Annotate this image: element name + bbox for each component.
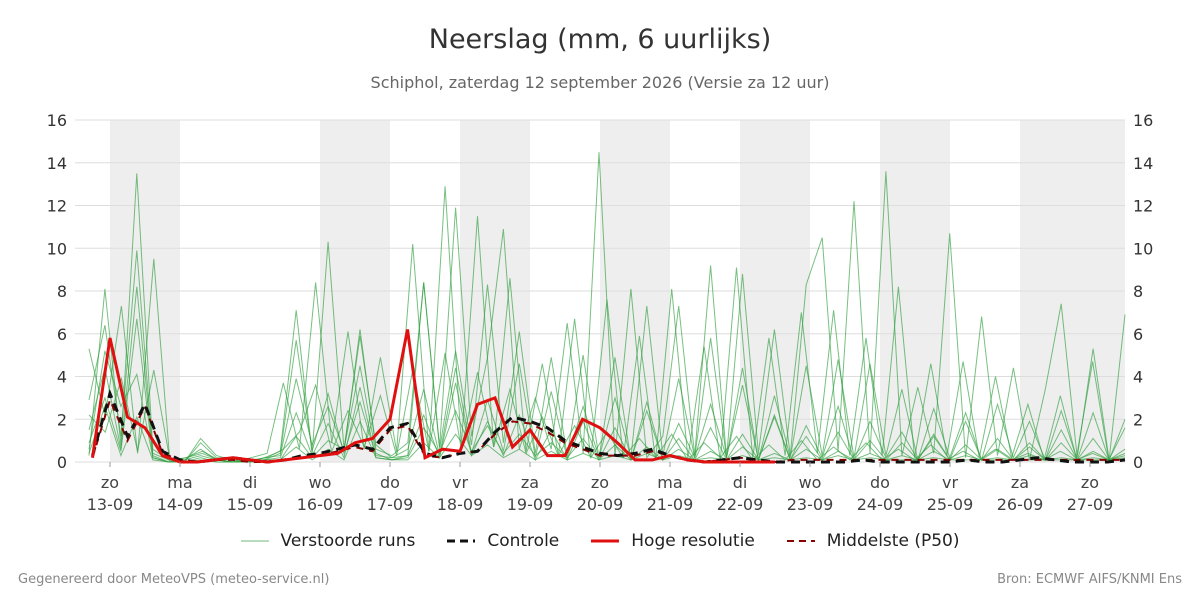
xtick-day-20-09: zo [591,473,609,492]
legend-item-ensemble[interactable]: Verstoorde runs [240,531,416,551]
xtick-date-27-09: 27-09 [1067,495,1114,514]
xtick-day-26-09: za [1011,473,1029,492]
ytick-left-14: 14 [47,154,67,173]
ensemble-line-4 [88,186,1126,463]
xtick-day-22-09: di [733,473,748,492]
ytick-right-12: 12 [1133,197,1153,216]
ytick-left-10: 10 [47,239,67,258]
ytick-right-16: 16 [1133,111,1153,130]
xtick-date-20-09: 20-09 [577,495,624,514]
xtick-day-14-09: ma [167,473,192,492]
xtick-day-13-09: zo [101,473,119,492]
axes: 0 0 2 2 4 4 6 6 8 8 10 10 12 12 14 14 16 16 zo 13-09 ma 14-09… [47,111,1154,514]
xtick-date-25-09: 25-09 [927,495,974,514]
legend-swatch-control [447,539,476,543]
ytick-left-6: 6 [57,325,67,344]
xtick-date-23-09: 23-09 [787,495,834,514]
xtick-day-19-09: za [521,473,539,492]
xtick-day-27-09: zo [1081,473,1099,492]
xtick-date-19-09: 19-09 [507,495,554,514]
xtick-day-18-09: vr [452,473,468,492]
ytick-left-8: 8 [57,282,67,301]
xtick-date-17-09: 17-09 [367,495,414,514]
ytick-left-2: 2 [57,410,67,429]
legend-label-control: Controle [487,531,560,551]
legend-label-ensemble: Verstoorde runs [280,531,416,551]
xtick-date-26-09: 26-09 [997,495,1044,514]
legend-item-median[interactable]: Middelste (P50) [786,531,960,551]
ytick-right-4: 4 [1133,368,1143,387]
legend-swatch-median [786,540,815,542]
ytick-right-10: 10 [1133,239,1153,258]
xtick-day-16-09: wo [309,473,332,492]
xtick-date-16-09: 16-09 [297,495,344,514]
median-line [91,397,1125,464]
ytick-right-6: 6 [1133,325,1143,344]
main-lines [91,329,1126,464]
ytick-right-2: 2 [1133,410,1143,429]
xtick-date-22-09: 22-09 [717,495,764,514]
xtick-date-14-09: 14-09 [157,495,204,514]
xtick-day-23-09: wo [799,473,822,492]
legend-label-median: Middelste (P50) [826,531,960,551]
ytick-right-14: 14 [1133,154,1153,173]
ytick-left-0: 0 [57,453,67,472]
hires-line [91,329,775,464]
legend: Verstoorde runs Controle Hoge resolutie … [0,531,1200,551]
chart-subtitle: Schiphol, zaterdag 12 september 2026 (Ve… [370,73,830,92]
xtick-date-18-09: 18-09 [437,495,484,514]
chart-title: Neerslag (mm, 6 uurlijks) [428,24,772,55]
xtick-date-24-09: 24-09 [857,495,904,514]
ytick-right-8: 8 [1133,282,1143,301]
ytick-left-12: 12 [47,197,67,216]
legend-swatch-ensemble [240,540,269,542]
xtick-date-21-09: 21-09 [647,495,694,514]
xtick-day-24-09: do [870,473,890,492]
footer-source: Bron: ECMWF AIFS/KNMI Ens [997,572,1182,587]
xtick-day-21-09: ma [657,473,682,492]
footer-generator: Gegenereerd door MeteoVPS (meteo-service… [18,572,330,587]
ytick-left-16: 16 [47,111,67,130]
xtick-date-13-09: 13-09 [87,495,134,514]
legend-item-hires[interactable]: Hoge resolutie [591,531,755,551]
xtick-day-17-09: do [380,473,400,492]
xtick-day-25-09: vr [942,473,958,492]
legend-item-control[interactable]: Controle [447,531,559,551]
ytick-left-4: 4 [57,368,67,387]
legend-swatch-hires [591,539,620,543]
xtick-day-15-09: di [243,473,258,492]
legend-label-hires: Hoge resolutie [631,531,755,551]
ytick-right-0: 0 [1133,453,1143,472]
xtick-date-15-09: 15-09 [227,495,274,514]
